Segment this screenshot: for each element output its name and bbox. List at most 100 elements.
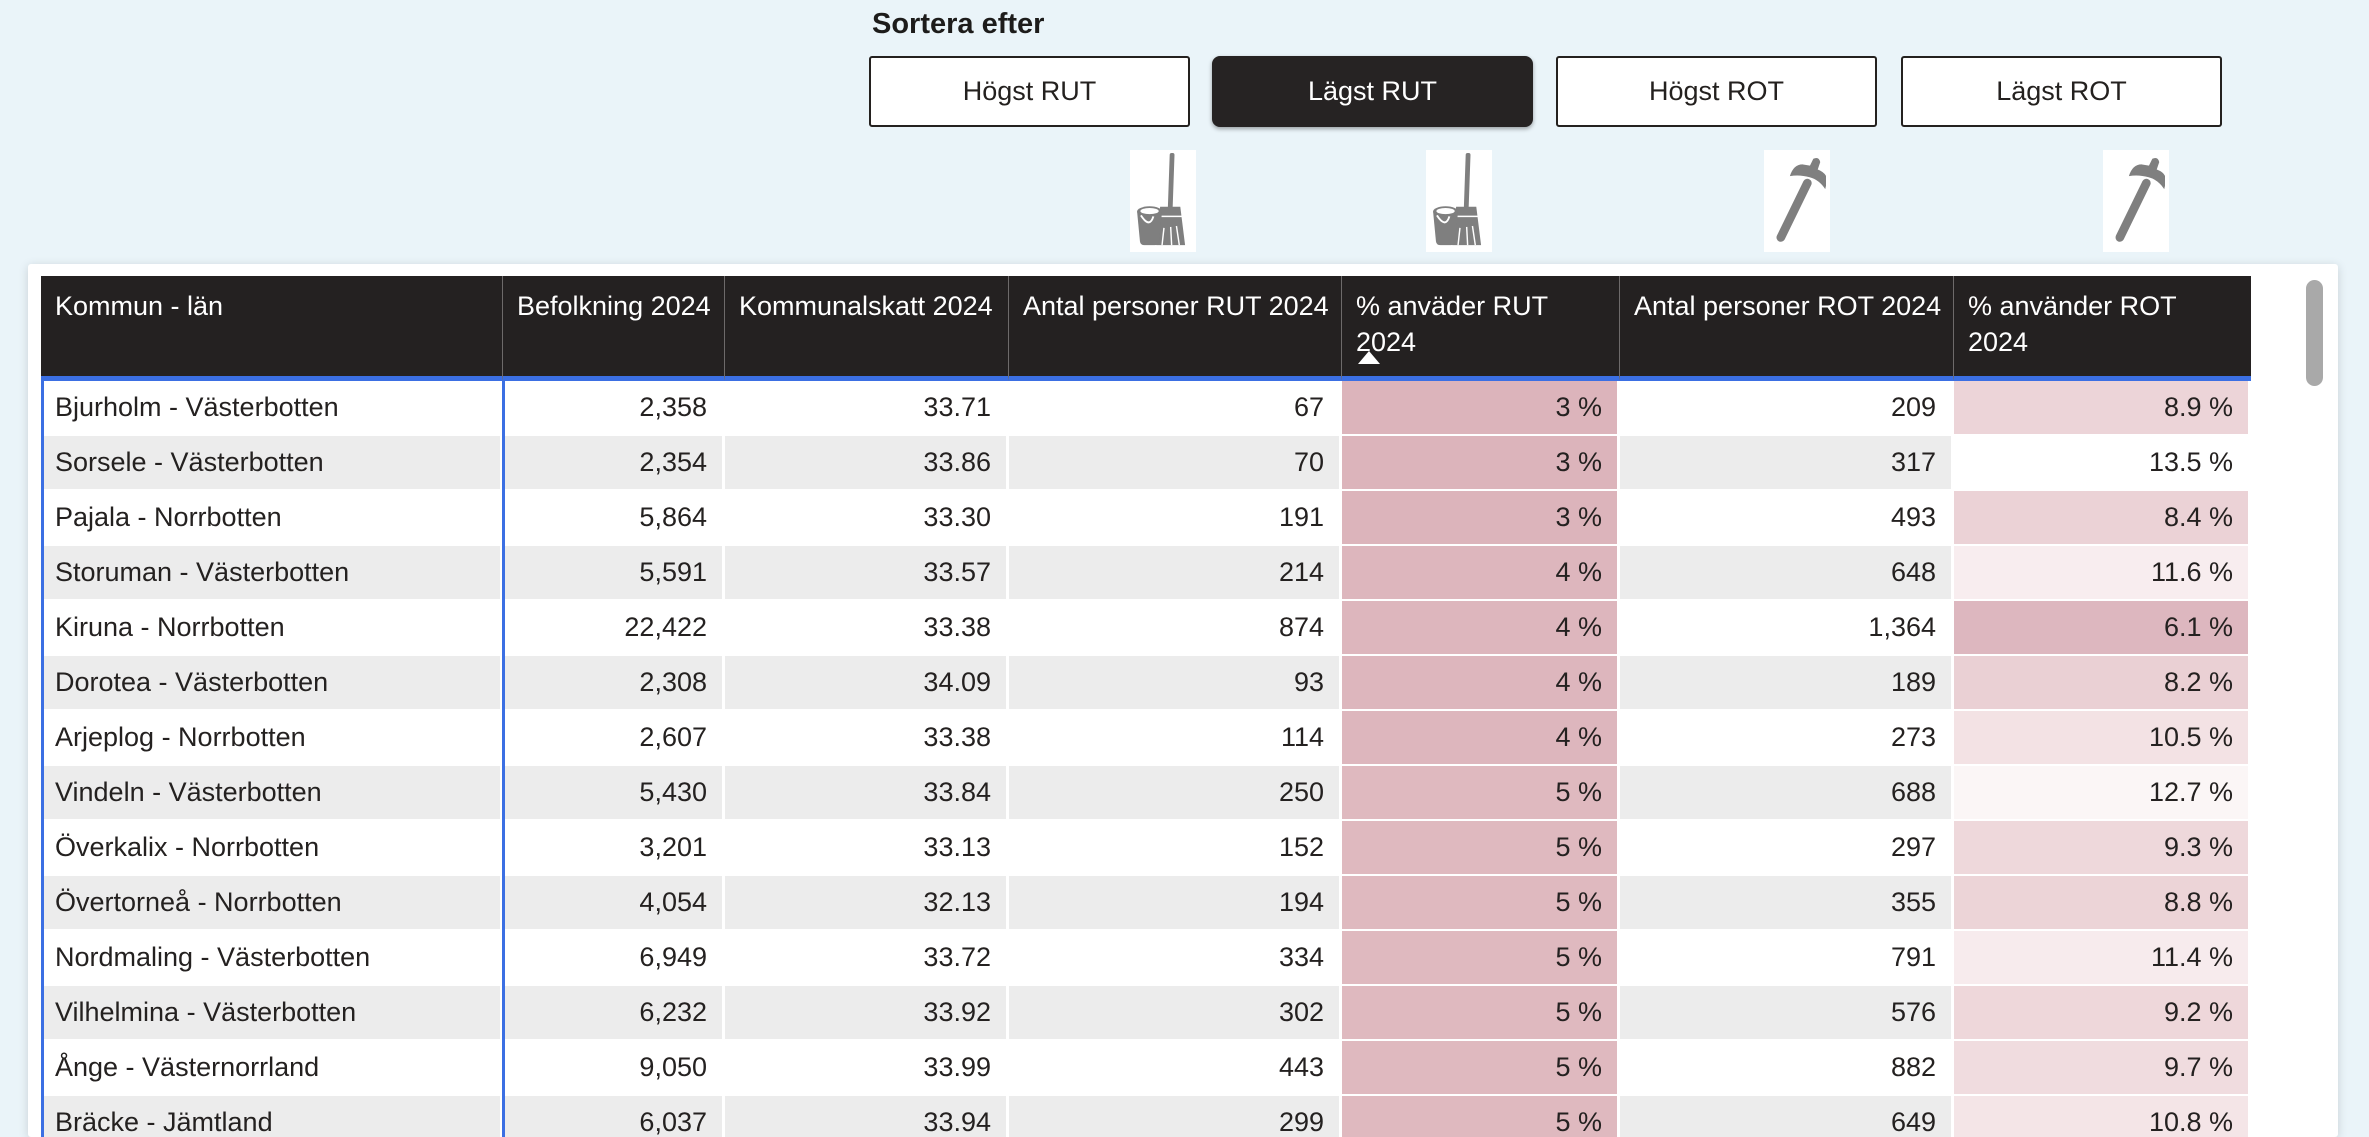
cell-rut_antal[interactable]: 250 — [1009, 766, 1342, 821]
vertical-scrollbar-thumb[interactable] — [2306, 280, 2323, 386]
cell-rut_antal[interactable]: 93 — [1009, 656, 1342, 711]
cell-skatt[interactable]: 33.38 — [725, 601, 1009, 656]
cell-kommun[interactable]: Överkalix - Norrbotten — [41, 821, 503, 876]
cell-rut_antal[interactable]: 152 — [1009, 821, 1342, 876]
cell-rut_pct[interactable]: 5 % — [1342, 821, 1620, 876]
cell-rot_pct[interactable]: 11.6 % — [1954, 546, 2251, 601]
cell-rut_antal[interactable]: 191 — [1009, 491, 1342, 546]
cell-rot_pct[interactable]: 6.1 % — [1954, 601, 2251, 656]
cell-rut_pct[interactable]: 5 % — [1342, 986, 1620, 1041]
cell-rut_antal[interactable]: 214 — [1009, 546, 1342, 601]
cell-rot_pct[interactable]: 8.9 % — [1954, 381, 2251, 436]
column-header-procent-rot[interactable]: % använder ROT 2024 — [1954, 276, 2251, 381]
cell-rot_pct[interactable]: 9.2 % — [1954, 986, 2251, 1041]
cell-rut_pct[interactable]: 5 % — [1342, 1041, 1620, 1096]
cell-rot_pct[interactable]: 10.5 % — [1954, 711, 2251, 766]
cell-rot_antal[interactable]: 209 — [1620, 381, 1954, 436]
cell-skatt[interactable]: 33.99 — [725, 1041, 1009, 1096]
cell-rot_pct[interactable]: 8.2 % — [1954, 656, 2251, 711]
cell-kommun[interactable]: Vindeln - Västerbotten — [41, 766, 503, 821]
cell-rot_antal[interactable]: 189 — [1620, 656, 1954, 711]
cell-skatt[interactable]: 33.57 — [725, 546, 1009, 601]
cell-befolkning[interactable]: 5,864 — [503, 491, 725, 546]
cell-rot_antal[interactable]: 493 — [1620, 491, 1954, 546]
cell-rut_pct[interactable]: 4 % — [1342, 601, 1620, 656]
cell-befolkning[interactable]: 2,607 — [503, 711, 725, 766]
cell-rot_antal[interactable]: 1,364 — [1620, 601, 1954, 656]
sort-button-lagst-rot[interactable]: Lägst ROT — [1901, 56, 2222, 127]
sort-button-hogst-rut[interactable]: Högst RUT — [869, 56, 1190, 127]
cell-rot_antal[interactable]: 648 — [1620, 546, 1954, 601]
cell-rut_antal[interactable]: 443 — [1009, 1041, 1342, 1096]
cell-rot_pct[interactable]: 9.7 % — [1954, 1041, 2251, 1096]
cell-rut_antal[interactable]: 334 — [1009, 931, 1342, 986]
cell-befolkning[interactable]: 6,949 — [503, 931, 725, 986]
cell-rut_pct[interactable]: 5 % — [1342, 931, 1620, 986]
cell-rot_antal[interactable]: 688 — [1620, 766, 1954, 821]
cell-kommun[interactable]: Vilhelmina - Västerbotten — [41, 986, 503, 1041]
cell-skatt[interactable]: 33.38 — [725, 711, 1009, 766]
cell-kommun[interactable]: Bjurholm - Västerbotten — [41, 381, 503, 436]
cell-kommun[interactable]: Sorsele - Västerbotten — [41, 436, 503, 491]
cell-skatt[interactable]: 32.13 — [725, 876, 1009, 931]
cell-rut_pct[interactable]: 3 % — [1342, 491, 1620, 546]
cell-kommun[interactable]: Nordmaling - Västerbotten — [41, 931, 503, 986]
cell-skatt[interactable]: 33.84 — [725, 766, 1009, 821]
cell-rot_antal[interactable]: 791 — [1620, 931, 1954, 986]
cell-rut_antal[interactable]: 874 — [1009, 601, 1342, 656]
cell-skatt[interactable]: 34.09 — [725, 656, 1009, 711]
cell-befolkning[interactable]: 2,308 — [503, 656, 725, 711]
cell-rot_antal[interactable]: 273 — [1620, 711, 1954, 766]
cell-befolkning[interactable]: 5,430 — [503, 766, 725, 821]
cell-befolkning[interactable]: 2,354 — [503, 436, 725, 491]
cell-kommun[interactable]: Ånge - Västernorrland — [41, 1041, 503, 1096]
cell-befolkning[interactable]: 6,232 — [503, 986, 725, 1041]
cell-rut_pct[interactable]: 4 % — [1342, 711, 1620, 766]
cell-rut_antal[interactable]: 299 — [1009, 1096, 1342, 1137]
cell-kommun[interactable]: Bräcke - Jämtland — [41, 1096, 503, 1137]
cell-befolkning[interactable]: 22,422 — [503, 601, 725, 656]
cell-rut_pct[interactable]: 4 % — [1342, 656, 1620, 711]
cell-rot_antal[interactable]: 649 — [1620, 1096, 1954, 1137]
cell-befolkning[interactable]: 6,037 — [503, 1096, 725, 1137]
cell-skatt[interactable]: 33.30 — [725, 491, 1009, 546]
cell-befolkning[interactable]: 2,358 — [503, 381, 725, 436]
column-header-procent-rut[interactable]: % anväder RUT 2024 — [1342, 276, 1620, 381]
cell-befolkning[interactable]: 3,201 — [503, 821, 725, 876]
cell-skatt[interactable]: 33.86 — [725, 436, 1009, 491]
cell-kommun[interactable]: Pajala - Norrbotten — [41, 491, 503, 546]
cell-rut_antal[interactable]: 114 — [1009, 711, 1342, 766]
cell-kommun[interactable]: Dorotea - Västerbotten — [41, 656, 503, 711]
cell-befolkning[interactable]: 5,591 — [503, 546, 725, 601]
cell-rut_antal[interactable]: 67 — [1009, 381, 1342, 436]
cell-rut_pct[interactable]: 3 % — [1342, 436, 1620, 491]
cell-skatt[interactable]: 33.94 — [725, 1096, 1009, 1137]
cell-rut_pct[interactable]: 5 % — [1342, 766, 1620, 821]
column-header-antal-rot[interactable]: Antal personer ROT 2024 — [1620, 276, 1954, 381]
sort-button-lagst-rut[interactable]: Lägst RUT — [1212, 56, 1533, 127]
cell-skatt[interactable]: 33.92 — [725, 986, 1009, 1041]
cell-rut_antal[interactable]: 70 — [1009, 436, 1342, 491]
cell-rot_pct[interactable]: 9.3 % — [1954, 821, 2251, 876]
cell-rot_antal[interactable]: 317 — [1620, 436, 1954, 491]
cell-kommun[interactable]: Arjeplog - Norrbotten — [41, 711, 503, 766]
cell-rot_antal[interactable]: 576 — [1620, 986, 1954, 1041]
cell-rut_pct[interactable]: 3 % — [1342, 381, 1620, 436]
sort-button-hogst-rot[interactable]: Högst ROT — [1556, 56, 1877, 127]
cell-rot_pct[interactable]: 13.5 % — [1954, 436, 2251, 491]
cell-skatt[interactable]: 33.13 — [725, 821, 1009, 876]
cell-rot_pct[interactable]: 8.4 % — [1954, 491, 2251, 546]
cell-rut_antal[interactable]: 302 — [1009, 986, 1342, 1041]
cell-rot_antal[interactable]: 297 — [1620, 821, 1954, 876]
column-header-kommun-lan[interactable]: Kommun - län — [41, 276, 503, 381]
cell-rot_pct[interactable]: 8.8 % — [1954, 876, 2251, 931]
cell-rut_pct[interactable]: 5 % — [1342, 876, 1620, 931]
cell-rut_pct[interactable]: 5 % — [1342, 1096, 1620, 1137]
cell-rot_pct[interactable]: 10.8 % — [1954, 1096, 2251, 1137]
cell-rot_antal[interactable]: 882 — [1620, 1041, 1954, 1096]
cell-kommun[interactable]: Storuman - Västerbotten — [41, 546, 503, 601]
column-header-antal-rut[interactable]: Antal personer RUT 2024 — [1009, 276, 1342, 381]
cell-kommun[interactable]: Kiruna - Norrbotten — [41, 601, 503, 656]
cell-befolkning[interactable]: 4,054 — [503, 876, 725, 931]
cell-rot_pct[interactable]: 12.7 % — [1954, 766, 2251, 821]
